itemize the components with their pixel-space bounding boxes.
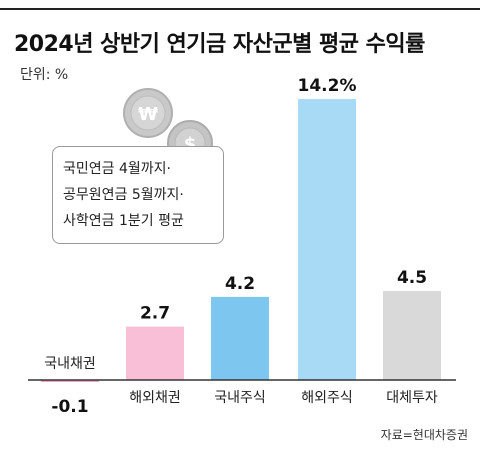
bar-1 bbox=[41, 380, 99, 382]
won-symbol: ₩ bbox=[138, 104, 158, 125]
label-group: -0.1 국내채권 2.7 해외채권 4.2 국내주식 14.2% 해외주식 4.5 대체투자 bbox=[44, 76, 438, 417]
won-coin-icon: ₩ bbox=[123, 88, 173, 138]
note-box: 국민연금 4월까지· 공무원연금 5월까지· 사학연금 1분기 평균 bbox=[52, 146, 224, 244]
bar-5 bbox=[383, 290, 441, 380]
value-label-3: 4.2 bbox=[225, 274, 255, 294]
category-label-5: 대체투자 bbox=[386, 390, 438, 406]
note-line-2: 공무원연금 5월까지· bbox=[63, 187, 184, 203]
category-label-1: 국내채권 bbox=[44, 356, 96, 372]
bar-3 bbox=[211, 296, 269, 380]
category-label-3: 국내주식 bbox=[214, 390, 266, 406]
unit-label: 단위: % bbox=[20, 67, 69, 83]
note-line-1: 국민연금 4월까지· bbox=[63, 161, 171, 177]
chart-title: 2024년 상반기 연기금 자산군별 평균 수익률 bbox=[14, 32, 425, 57]
value-label-5: 4.5 bbox=[397, 268, 427, 288]
bar-4 bbox=[298, 99, 356, 380]
value-label-4: 14.2% bbox=[298, 76, 357, 96]
category-label-4: 해외주식 bbox=[301, 390, 353, 406]
bar-group bbox=[41, 99, 441, 382]
top-rule bbox=[0, 8, 480, 10]
value-label-2: 2.7 bbox=[140, 304, 170, 324]
category-label-2: 해외채권 bbox=[129, 390, 181, 406]
source-label: 자료=현대차증권 bbox=[380, 428, 468, 442]
bar-2 bbox=[126, 326, 184, 380]
note-line-3: 사학연금 1분기 평균 bbox=[63, 213, 184, 229]
value-label-1: -0.1 bbox=[51, 397, 88, 417]
